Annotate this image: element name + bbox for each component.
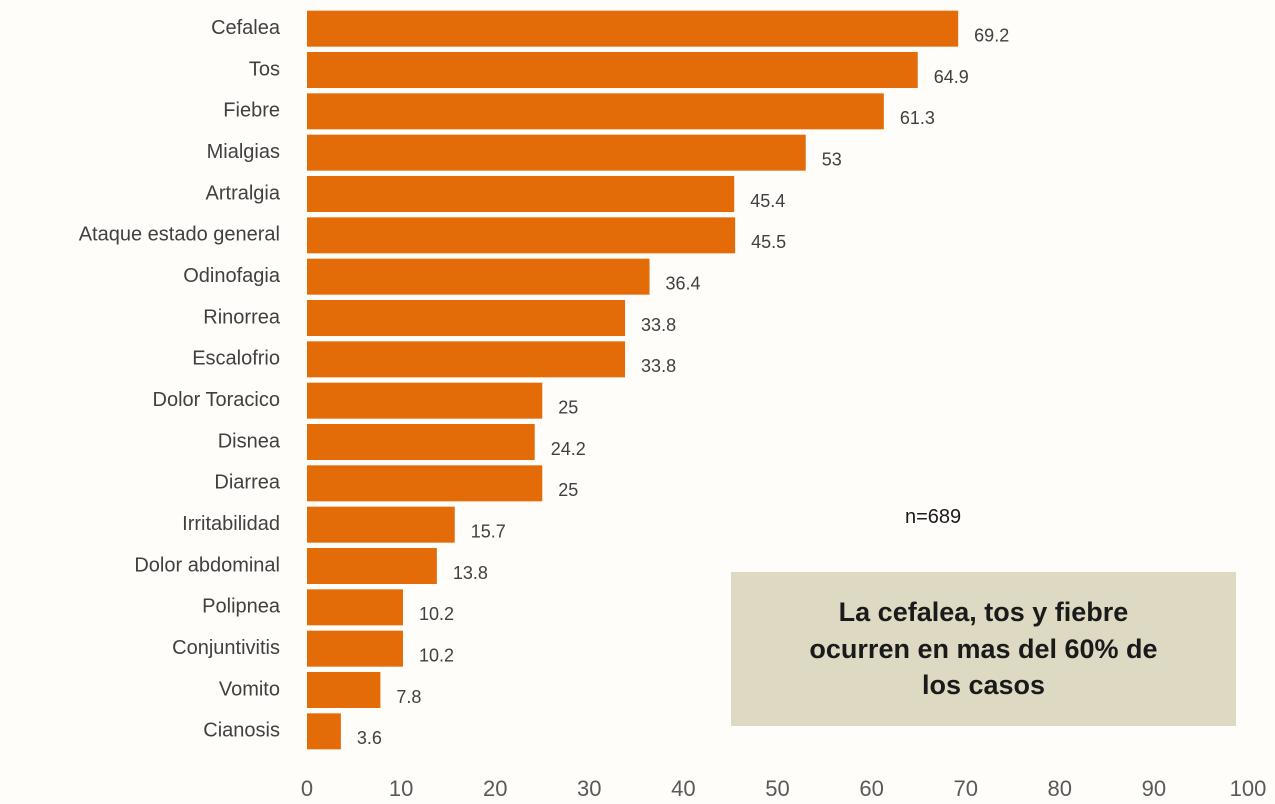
data-label: 10.2 (419, 645, 454, 665)
bar (307, 465, 543, 502)
y-tick-label: Mialgias (207, 141, 280, 163)
data-label: 36.4 (666, 273, 701, 293)
y-tick-label: Dolor Toracico (153, 389, 280, 411)
x-tick-label: 30 (577, 776, 601, 801)
x-tick-label: 50 (765, 776, 789, 801)
data-label: 53 (822, 149, 842, 169)
bar (307, 52, 918, 88)
data-label: 45.4 (750, 191, 785, 211)
bar (307, 93, 884, 130)
y-tick-label: Cianosis (203, 720, 280, 742)
callout-box: La cefalea, tos y fiebre ocurren en mas … (731, 572, 1236, 726)
x-tick-label: 60 (859, 776, 883, 801)
data-label: 3.6 (357, 728, 382, 748)
bar (307, 382, 543, 419)
data-label: 69.2 (974, 25, 1009, 45)
y-tick-label: Ataque estado general (79, 224, 280, 246)
y-tick-label: Artralgia (206, 182, 281, 204)
y-tick-label: Conjuntivitis (172, 637, 280, 659)
bar (307, 589, 403, 626)
y-tick-label: Fiebre (223, 100, 280, 122)
x-tick-label: 40 (671, 776, 695, 801)
sample-size-note: n=689 (905, 506, 962, 528)
data-label: 33.8 (641, 315, 676, 335)
y-tick-label: Cefalea (211, 17, 281, 39)
data-label: 33.8 (641, 356, 676, 376)
bar (307, 506, 455, 543)
x-tick-label: 0 (301, 776, 313, 801)
y-tick-label: Disnea (218, 430, 281, 452)
y-tick-label: Odinofagia (183, 265, 281, 287)
x-tick-label: 70 (953, 776, 977, 801)
data-label: 64.9 (934, 67, 969, 87)
data-label: 61.3 (900, 108, 935, 128)
bar (307, 630, 403, 667)
x-tick-label: 90 (1142, 776, 1166, 801)
x-tick-label: 20 (483, 776, 507, 801)
bar (307, 10, 959, 47)
bar (307, 548, 437, 584)
bar (307, 341, 626, 378)
bar (307, 134, 806, 171)
x-tick-label: 80 (1048, 776, 1072, 801)
bar (307, 300, 626, 336)
y-tick-label: Tos (249, 58, 280, 80)
y-tick-label: Escalofrio (192, 348, 280, 370)
data-label: 15.7 (471, 521, 506, 541)
y-tick-label: Rinorrea (203, 306, 281, 328)
bar (307, 713, 341, 750)
bar (307, 672, 381, 708)
y-tick-label: Polipnea (202, 596, 281, 618)
data-label: 25 (558, 480, 578, 500)
data-label: 45.5 (751, 232, 786, 252)
y-tick-label: Vomito (219, 678, 280, 700)
y-tick-label: Irritabilidad (182, 513, 280, 535)
bar (307, 258, 650, 295)
data-label: 7.8 (396, 687, 421, 707)
data-label: 24.2 (551, 439, 586, 459)
bar (307, 176, 735, 212)
x-tick-label: 100 (1230, 776, 1267, 801)
data-label: 13.8 (453, 563, 488, 583)
data-label: 25 (558, 397, 578, 417)
bar (307, 424, 535, 460)
bar (307, 217, 736, 254)
x-tick-label: 10 (389, 776, 413, 801)
y-tick-label: Diarrea (214, 472, 280, 494)
data-label: 10.2 (419, 604, 454, 624)
y-tick-label: Dolor abdominal (134, 554, 280, 576)
